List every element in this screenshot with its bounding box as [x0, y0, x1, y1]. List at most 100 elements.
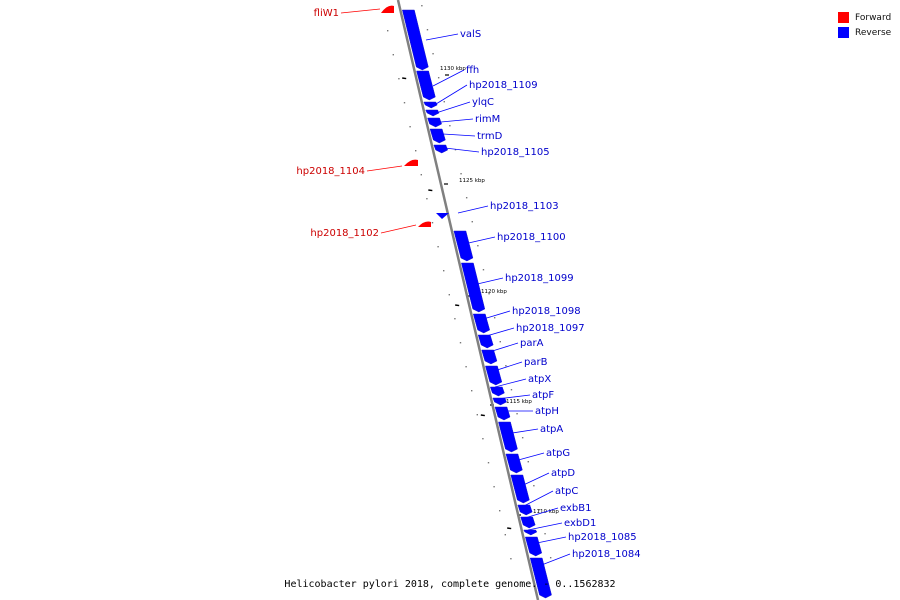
tick-dot-outer: [454, 149, 457, 151]
tick-dot-outer: [426, 29, 429, 31]
gene-leader-line: [442, 133, 476, 137]
tick-dot-outer: [544, 533, 546, 535]
tick-dot-outer: [465, 197, 468, 199]
label-layer: valS ffh hp2018_1109 ylqC rimM trmD hp2018_110…: [296, 8, 641, 567]
forward-swatch: [838, 12, 849, 23]
legend-label-reverse: Reverse: [855, 27, 892, 38]
reverse-gene-label: hp2018_1100: [497, 232, 566, 243]
gene-leader-line: [482, 327, 515, 338]
reverse-gene-label: valS: [460, 29, 481, 40]
reverse-gene-block: [416, 70, 436, 101]
reverse-gene-label: ffh: [466, 65, 479, 76]
tick-dot-inner: [426, 198, 428, 200]
tick-dot-inner: [493, 486, 495, 488]
gene-leader-line: [496, 394, 531, 400]
reverse-gene-block: [425, 109, 440, 117]
gene-leader-line: [425, 33, 459, 41]
reverse-gene-block: [485, 365, 503, 386]
legend-item-forward: Forward: [838, 10, 891, 25]
reverse-gene-block: [402, 9, 429, 71]
tick-dot-inner: [392, 54, 394, 56]
tick-dot-inner: [482, 438, 484, 440]
reverse-gene-label: trmD: [477, 131, 503, 142]
reverse-gene-block: [461, 262, 486, 313]
genome-backbone: [396, 0, 540, 600]
genome-caption: Helicobacter pylori 2018, complete genom…: [284, 579, 616, 590]
tick-dot-inner: [448, 294, 450, 296]
gene-leader-line: [524, 507, 559, 519]
reverse-gene-block: [427, 117, 442, 128]
reverse-gene-label: atpG: [546, 448, 570, 459]
gene-leader-line: [340, 8, 381, 14]
reverse-gene-label: atpH: [535, 406, 559, 417]
reverse-gene-block: [429, 128, 446, 144]
reverse-gene-block: [453, 230, 474, 262]
forward-gene-label: hp2018_1104: [296, 166, 365, 177]
gene-leader-line: [527, 522, 563, 531]
tick-dot-outer: [538, 509, 541, 511]
reverse-gene-label: atpD: [551, 468, 575, 479]
reverse-gene-block: [505, 453, 523, 474]
reverse-gene-label: rimM: [475, 114, 500, 125]
tick-label: 1120 kbp: [481, 289, 507, 295]
gene-leader-line: [380, 224, 417, 234]
gene-leader-line: [444, 147, 480, 153]
forward-gene-label: fliW1: [314, 8, 339, 19]
reverse-gene-block: [472, 313, 490, 334]
tick-dot-inner: [459, 342, 462, 344]
gene-leader-line: [479, 310, 511, 321]
reverse-gene-label: ylqC: [472, 97, 494, 108]
tick-dot-outer: [499, 341, 501, 343]
tick-dot-inner: [431, 222, 434, 224]
tick-dot-inner: [487, 462, 490, 464]
tick-dot-inner: [409, 126, 411, 128]
tick-label: 1130 kbp: [440, 66, 466, 72]
tick-dot-inner: [499, 510, 501, 512]
reverse-gene-block: [481, 349, 498, 365]
forward-gene-block: [381, 5, 394, 13]
tick-dot-outer: [482, 269, 485, 271]
gene-leader-line: [521, 490, 554, 508]
tick-dot-outer: [493, 317, 496, 319]
tick-dot-inner: [465, 366, 467, 368]
reverse-gene-label: hp2018_1109: [469, 80, 538, 91]
legend: Forward Reverse: [838, 10, 891, 40]
tick-dot-inner: [454, 318, 456, 320]
tick-dot-outer: [549, 557, 552, 559]
gene-leader-line: [432, 69, 465, 87]
reverse-gene-block: [523, 529, 538, 536]
tick-label: 1125 kbp: [459, 178, 485, 184]
reverse-gene-label: hp2018_1085: [568, 532, 637, 543]
tick-dot-outer: [421, 5, 423, 7]
tick-dot-inner: [443, 270, 445, 272]
gene-leader-line: [485, 342, 519, 354]
tick-dot-inner: [504, 534, 506, 536]
gene-leader-line: [531, 536, 567, 545]
tick-dot-inner: [403, 102, 406, 104]
tick-dot-outer: [437, 77, 440, 79]
tick-dot-outer: [505, 365, 507, 367]
gene-leader-line: [494, 378, 527, 388]
major-tick-mark: [455, 304, 460, 307]
reverse-gene-label: hp2018_1097: [516, 323, 585, 334]
gene-leader-line: [510, 452, 545, 463]
reverse-gene-block: [433, 144, 449, 154]
reverse-gene-label: hp2018_1084: [572, 549, 641, 560]
tick-dot-outer: [488, 293, 490, 295]
reverse-gene-label: atpX: [528, 374, 551, 385]
major-tick-mark: [428, 189, 433, 192]
reverse-gene-block: [529, 557, 552, 599]
reverse-gene-label: atpF: [532, 390, 554, 401]
reverse-gene-block: [510, 474, 530, 504]
reverse-gene-label: hp2018_1099: [505, 273, 574, 284]
tick-dot-outer: [510, 389, 513, 391]
gene-leader-line: [516, 472, 550, 489]
reverse-gene-block: [494, 406, 511, 421]
tick-dot-inner: [387, 30, 389, 32]
tick-dot-outer: [533, 485, 535, 487]
tick-dot-inner: [476, 414, 478, 416]
reverse-gene-label: parA: [520, 338, 544, 349]
gene-leader-line: [463, 236, 496, 245]
reverse-gene-label: hp2018_1103: [490, 201, 559, 212]
